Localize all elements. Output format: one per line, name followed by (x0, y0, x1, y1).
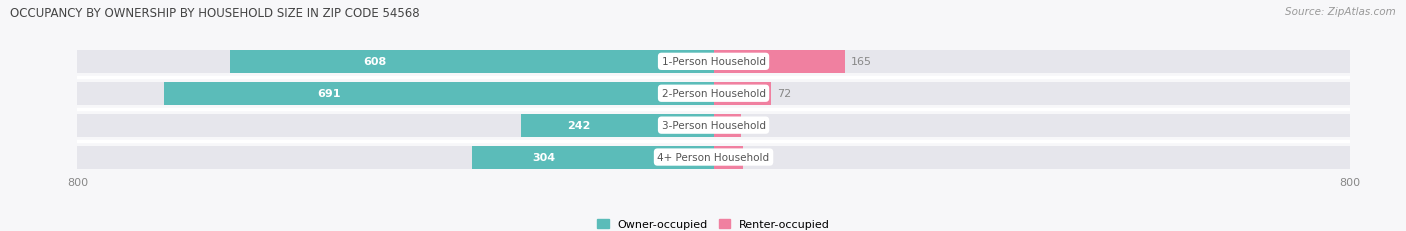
Text: 4+ Person Household: 4+ Person Household (658, 152, 769, 162)
Bar (714, 114, 741, 137)
Text: 691: 691 (318, 89, 340, 99)
Text: 2-Person Household: 2-Person Household (662, 89, 765, 99)
Text: 3-Person Household: 3-Person Household (662, 121, 765, 131)
Bar (714, 51, 845, 73)
Bar (472, 146, 714, 169)
Text: 608: 608 (364, 57, 387, 67)
Bar (714, 82, 770, 105)
Bar (714, 146, 742, 169)
Text: 35: 35 (748, 121, 762, 131)
Text: OCCUPANCY BY OWNERSHIP BY HOUSEHOLD SIZE IN ZIP CODE 54568: OCCUPANCY BY OWNERSHIP BY HOUSEHOLD SIZE… (10, 7, 419, 20)
Bar (77, 51, 1350, 73)
Text: 72: 72 (778, 89, 792, 99)
Text: 242: 242 (567, 121, 591, 131)
Bar (77, 114, 1350, 137)
Bar (522, 114, 714, 137)
Text: 304: 304 (533, 152, 555, 162)
Text: 37: 37 (749, 152, 763, 162)
Text: 1-Person Household: 1-Person Household (662, 57, 765, 67)
Legend: Owner-occupied, Renter-occupied: Owner-occupied, Renter-occupied (593, 215, 834, 231)
Bar (165, 82, 714, 105)
Text: Source: ZipAtlas.com: Source: ZipAtlas.com (1285, 7, 1396, 17)
Bar (231, 51, 714, 73)
Bar (77, 146, 1350, 169)
Bar (77, 82, 1350, 105)
Text: 165: 165 (851, 57, 872, 67)
